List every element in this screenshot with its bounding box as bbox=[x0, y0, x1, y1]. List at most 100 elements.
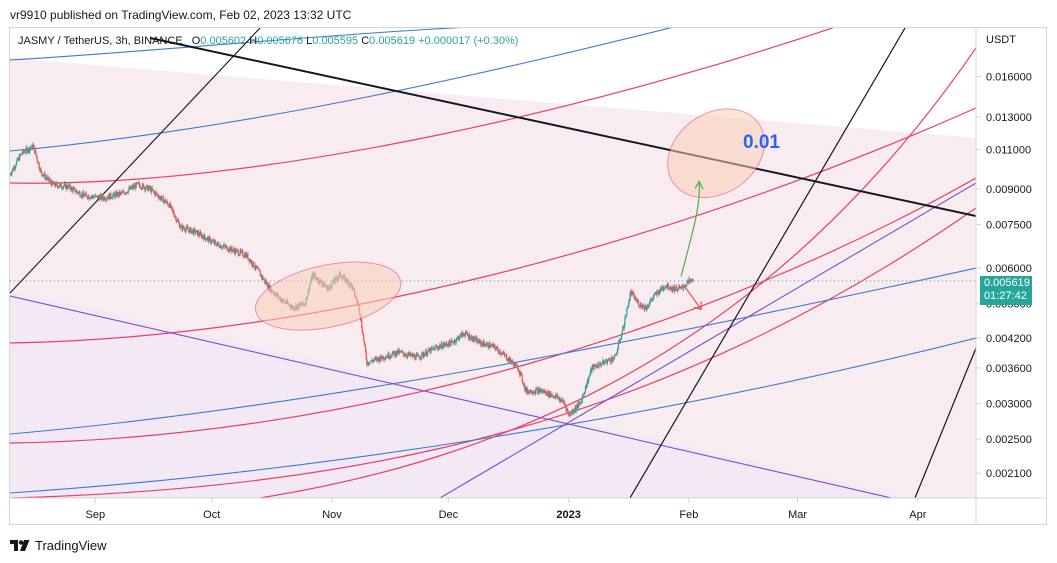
candle-body-210 bbox=[145, 188, 147, 191]
candle-body-800 bbox=[526, 388, 528, 393]
candle-body-774 bbox=[509, 357, 512, 361]
candle-body-8 bbox=[14, 167, 16, 169]
candle-body-332 bbox=[224, 244, 226, 247]
candle-body-76 bbox=[58, 186, 60, 188]
candle-body-639 bbox=[422, 352, 424, 357]
candle-body-141 bbox=[100, 194, 102, 200]
candle-body-798 bbox=[525, 387, 527, 393]
candle-body-757 bbox=[498, 350, 501, 354]
candle-body-242 bbox=[165, 201, 168, 203]
candle-body-111 bbox=[81, 193, 83, 197]
candle-body-146 bbox=[103, 197, 106, 200]
candle-body-262 bbox=[178, 222, 181, 228]
candle-body-314 bbox=[212, 240, 214, 242]
candle-body-12 bbox=[17, 158, 19, 160]
candle-body-645 bbox=[426, 354, 428, 356]
candle-body-113 bbox=[82, 192, 84, 197]
candle-body-1005 bbox=[659, 291, 661, 294]
candle-body-48 bbox=[40, 168, 42, 171]
candle-body-292 bbox=[198, 232, 200, 235]
candle-body-112 bbox=[81, 193, 84, 197]
candle-body-329 bbox=[222, 246, 224, 248]
candle-body-199 bbox=[138, 182, 140, 184]
candle-body-312 bbox=[211, 240, 213, 243]
candle-body-900 bbox=[591, 366, 593, 372]
candle-body-748 bbox=[493, 344, 495, 348]
candle-body-959 bbox=[629, 293, 631, 301]
candle-body-778 bbox=[512, 360, 514, 364]
candle-body-295 bbox=[200, 232, 202, 234]
candle-body-686 bbox=[452, 342, 455, 344]
candle-body-775 bbox=[510, 360, 512, 364]
candle-body-771 bbox=[507, 357, 510, 361]
y-tick-label-1: 0.013000 bbox=[986, 112, 1032, 124]
candle-body-832 bbox=[547, 391, 549, 396]
fib-arc-3 bbox=[10, 177, 976, 444]
candle-body-99 bbox=[73, 187, 75, 189]
candle-body-349 bbox=[235, 249, 237, 253]
fan-line-down bbox=[10, 295, 894, 498]
brand-label: TradingView bbox=[35, 538, 107, 553]
highlight-zone-1 bbox=[254, 261, 402, 331]
candle-body-132 bbox=[94, 195, 96, 197]
candle-body-942 bbox=[618, 340, 620, 344]
candle-body-885 bbox=[581, 397, 583, 403]
candle-body-298 bbox=[202, 235, 204, 237]
candle-body-1037 bbox=[679, 286, 682, 288]
candle-body-821 bbox=[540, 390, 542, 393]
candle-body-656 bbox=[433, 348, 435, 351]
candle-body-867 bbox=[569, 413, 572, 416]
candle-body-755 bbox=[497, 348, 499, 352]
candle-body-642 bbox=[424, 353, 426, 357]
candle-body-651 bbox=[430, 347, 432, 353]
candle-body-776 bbox=[511, 361, 513, 364]
candle-body-971 bbox=[637, 300, 639, 302]
candle-body-336 bbox=[226, 246, 228, 251]
y-tick-label-2: 0.011000 bbox=[986, 145, 1031, 157]
candle-body-596 bbox=[394, 351, 396, 357]
candle-body-615 bbox=[407, 354, 409, 357]
candle-body-979 bbox=[642, 304, 644, 307]
candle-body-174 bbox=[121, 191, 124, 193]
candle-body-1003 bbox=[657, 290, 660, 295]
candle-body-304 bbox=[205, 239, 208, 241]
candle-body-937 bbox=[615, 354, 617, 356]
candle-body-850 bbox=[558, 397, 561, 402]
candle-body-935 bbox=[613, 354, 616, 360]
candle-body-192 bbox=[133, 185, 135, 188]
candle-body-251 bbox=[171, 207, 173, 210]
candle-body-994 bbox=[652, 297, 654, 300]
candle-body-761 bbox=[501, 353, 503, 355]
candle-body-263 bbox=[179, 227, 181, 229]
candle-body-577 bbox=[382, 356, 384, 360]
candle-body-67 bbox=[52, 183, 54, 185]
candle-body-94 bbox=[70, 188, 72, 191]
candle-body-234 bbox=[160, 198, 162, 200]
candle-body-890 bbox=[584, 385, 587, 393]
candle-body-344 bbox=[231, 250, 234, 252]
candle-body-660 bbox=[436, 346, 438, 348]
tradingview-brand[interactable]: TradingView bbox=[10, 538, 107, 553]
candle-body-1013 bbox=[664, 286, 666, 289]
candle-body-204 bbox=[141, 188, 143, 190]
candle-body-873 bbox=[573, 410, 576, 412]
price-axis[interactable]: 0.016000 0.013000 0.011000 0.009000 0.007500… bbox=[976, 71, 1032, 480]
candle-body-605 bbox=[400, 351, 402, 353]
candle-body-695 bbox=[458, 338, 460, 340]
candle-body-382 bbox=[256, 267, 258, 269]
candle-body-220 bbox=[151, 187, 153, 190]
candle-body-29 bbox=[28, 147, 30, 151]
candle-body-877 bbox=[576, 404, 578, 407]
candle-body-723 bbox=[476, 339, 479, 344]
candle-body-672 bbox=[443, 343, 446, 346]
candle-body-42 bbox=[36, 157, 38, 161]
candle-body-341 bbox=[229, 246, 232, 252]
candle-body-129 bbox=[92, 196, 95, 199]
candle-body-1032 bbox=[676, 289, 678, 292]
price-chart[interactable]: USDT 0.0160000.0130000.0110000.0090000.0… bbox=[10, 28, 1047, 525]
candle-body-152 bbox=[107, 197, 109, 199]
candle-body-270 bbox=[183, 228, 186, 231]
candle-body-137 bbox=[97, 195, 100, 198]
time-axis[interactable]: Sep Oct Nov Dec 2023 Feb Mar Apr bbox=[86, 498, 927, 521]
candle-body-940 bbox=[617, 348, 619, 352]
